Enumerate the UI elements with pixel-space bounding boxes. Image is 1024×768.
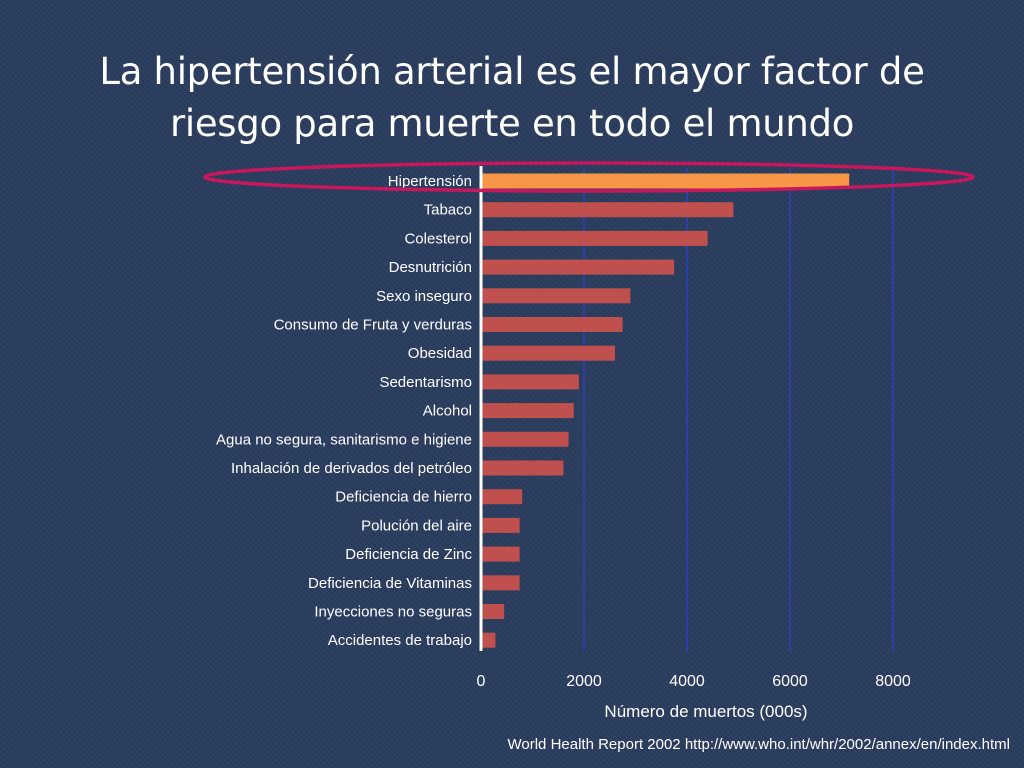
x-tick-label: 8000 bbox=[875, 673, 911, 690]
category-label: Deficiencia de hierro bbox=[335, 489, 472, 506]
bar bbox=[481, 546, 520, 562]
bar bbox=[481, 460, 564, 476]
source-citation: World Health Report 2002 http://www.who.… bbox=[507, 736, 1011, 753]
title-line-2: riesgo para muerte en todo el mundo bbox=[169, 102, 855, 145]
category-label: Colesterol bbox=[404, 230, 472, 247]
bar bbox=[481, 575, 520, 591]
bar bbox=[481, 374, 579, 390]
category-label: Sexo inseguro bbox=[376, 288, 472, 305]
x-tick-label: 0 bbox=[477, 673, 486, 690]
category-label: Inyecciones no seguras bbox=[314, 604, 472, 621]
category-label: Deficiencia de Zinc bbox=[345, 546, 472, 563]
x-axis-title: Número de muertos (000s) bbox=[604, 702, 807, 721]
bar bbox=[481, 604, 505, 619]
category-label: Obesidad bbox=[408, 345, 472, 362]
category-label: Accidentes de trabajo bbox=[328, 632, 472, 649]
category-label: Inhalación de derivados del petróleo bbox=[231, 460, 472, 477]
bar bbox=[481, 431, 569, 447]
bar bbox=[481, 259, 675, 275]
bar bbox=[481, 403, 574, 419]
bar bbox=[481, 517, 520, 533]
slide-title: La hipertensión arterial es el mayor fac… bbox=[0, 46, 1024, 150]
category-label: Sedentarismo bbox=[379, 374, 472, 391]
highlight-ellipse bbox=[203, 161, 975, 193]
x-tick-label: 2000 bbox=[566, 673, 602, 690]
title-line-1: La hipertensión arterial es el mayor fac… bbox=[99, 50, 925, 93]
bar bbox=[481, 345, 615, 361]
x-tick-label: 4000 bbox=[669, 673, 705, 690]
category-label: Tabaco bbox=[424, 202, 472, 219]
bar bbox=[481, 317, 623, 332]
bar bbox=[481, 202, 734, 218]
bar bbox=[481, 173, 850, 189]
category-label: Desnutrición bbox=[389, 259, 472, 276]
category-label: Agua no segura, sanitarismo e higiene bbox=[216, 431, 472, 448]
category-label: Hipertensión bbox=[388, 173, 472, 190]
category-label: Consumo de Fruta y verduras bbox=[274, 317, 472, 334]
category-label: Alcohol bbox=[423, 403, 472, 420]
category-label: Polución del aire bbox=[361, 517, 472, 534]
bar bbox=[481, 489, 523, 505]
x-tick-label: 6000 bbox=[772, 673, 808, 690]
bar bbox=[481, 632, 496, 648]
bar bbox=[481, 288, 631, 304]
category-label: Deficiencia de Vitaminas bbox=[308, 575, 472, 592]
bar bbox=[481, 230, 708, 246]
